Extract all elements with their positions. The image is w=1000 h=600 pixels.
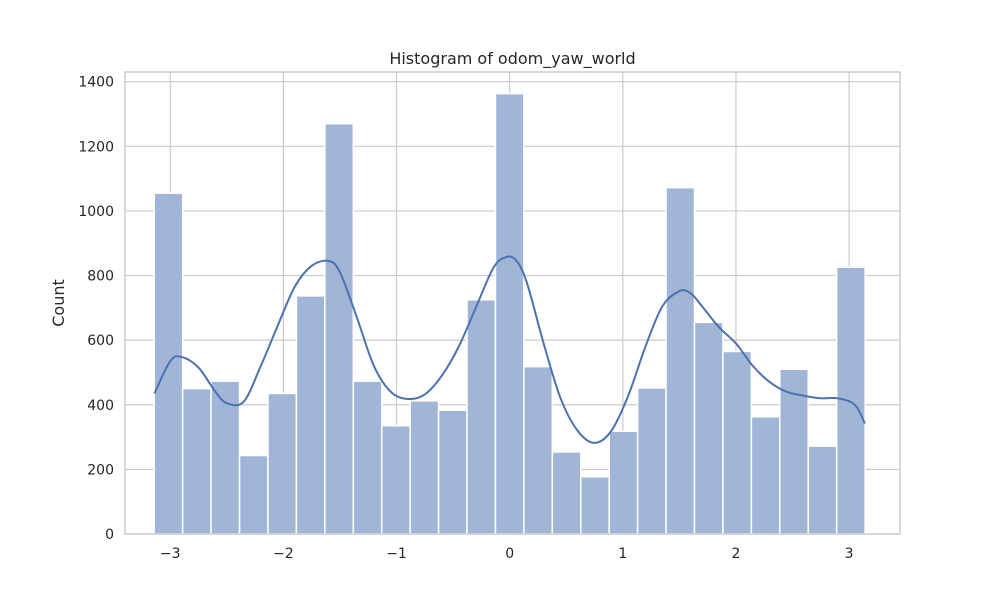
histogram-bar [722,350,753,535]
histogram-bar [380,425,411,535]
y-tick-label: 400 [87,398,114,414]
histogram-bar [835,266,866,535]
histogram-bar [466,299,497,535]
y-tick-label: 600 [87,333,114,349]
y-tick-label: 800 [87,269,114,285]
x-tick-label: 2 [731,546,740,562]
histogram-bar [352,380,383,535]
y-axis-ticks: 0 200 400 600 800 1000 1200 1400 [78,75,114,543]
y-tick-label: 200 [87,462,114,478]
histogram-bar [437,409,468,535]
x-tick-label: 0 [505,546,514,562]
histogram-bar [807,445,838,535]
histogram-bar [523,365,554,535]
x-tick-label: 3 [845,546,854,562]
plot-frame [124,71,901,535]
x-tick-label: 1 [618,546,627,562]
y-tick-label: 1000 [78,204,114,220]
chart-title: Histogram of odom_yaw_world [389,49,635,69]
x-tick-label: −3 [160,546,181,562]
histogram-bar [665,186,696,535]
y-tick-label: 1200 [78,139,114,155]
histogram-bar [295,295,326,535]
x-axis-ticks: −3 −2 −1 0 1 2 3 [160,546,854,562]
x-tick-label: −2 [273,546,294,562]
histogram-bar [494,92,525,535]
histogram-bar [779,368,809,535]
histogram-bar [551,451,582,535]
histogram-bar [409,400,440,535]
x-tick-label: −1 [386,546,407,562]
y-axis-label: Count [49,279,68,327]
histogram-bar [324,122,355,535]
histogram-bar [267,392,298,535]
histogram-bar [580,476,610,535]
histogram-bar [636,387,667,535]
kde-curve [153,255,866,444]
histogram-bar [608,430,639,535]
y-tick-label: 0 [105,527,114,543]
histogram-bar [693,321,724,535]
histogram-bar [238,454,269,535]
histogram-bar [750,415,781,535]
histogram-bar [181,387,212,535]
y-tick-label: 1400 [78,75,114,91]
histogram-bar [210,380,241,535]
histogram-bars [153,92,866,535]
